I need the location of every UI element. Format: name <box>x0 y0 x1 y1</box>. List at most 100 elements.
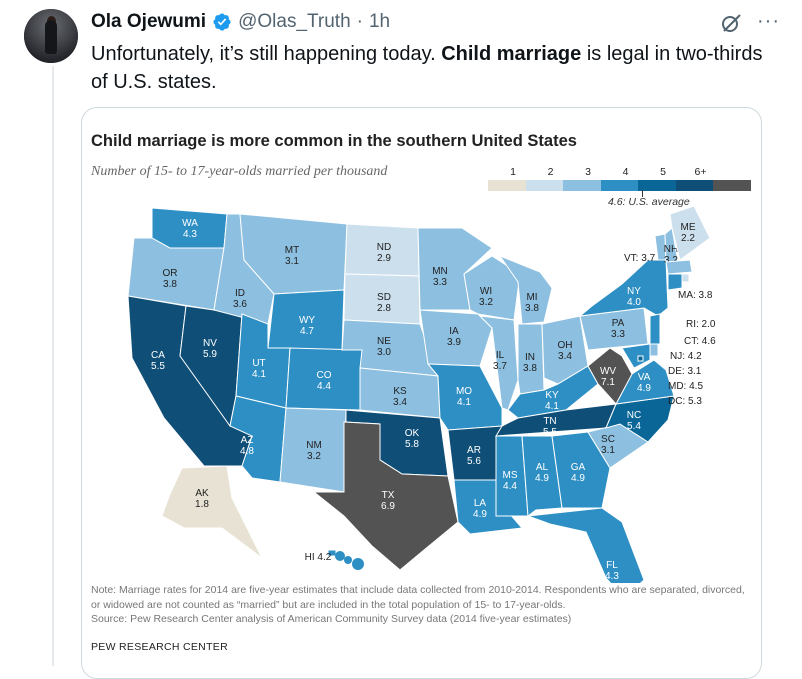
media-card[interactable]: Child marriage is more common in the sou… <box>81 107 762 679</box>
state-label-co: CO <box>317 370 332 381</box>
state-mi <box>498 254 553 325</box>
state-value-ut: 4.1 <box>252 369 266 380</box>
state-label-ar: AR <box>467 445 481 456</box>
state-label-nc: NC <box>627 410 641 421</box>
state-value-nm: 3.2 <box>307 451 321 462</box>
state-value-co: 4.4 <box>317 381 331 392</box>
state-value-oh: 3.4 <box>558 351 572 362</box>
state-tx <box>312 421 459 571</box>
state-label-nd: ND <box>377 242 391 253</box>
state-value-ms: 4.4 <box>503 481 517 492</box>
state-value-nc: 5.4 <box>627 421 641 432</box>
state-label-al: AL <box>536 462 549 473</box>
state-ma <box>665 259 693 275</box>
state-value-id: 3.6 <box>233 299 247 310</box>
state-label-mt: MT <box>285 245 299 256</box>
state-al <box>521 435 563 517</box>
separator-dot: · <box>356 11 363 32</box>
state-hi-island <box>344 556 352 564</box>
chart-subtitle: Number of 15- to 17-year-olds married pe… <box>91 164 388 179</box>
state-nj <box>649 313 661 345</box>
state-callout-ct: CT: 4.6 <box>684 336 716 347</box>
state-ri <box>681 273 690 283</box>
state-callout-dc: DC: 5.3 <box>668 396 702 407</box>
tweet-text: Unfortunately, it’s still happening toda… <box>91 43 763 93</box>
state-callout-vt: VT: 3.7 <box>624 253 656 264</box>
state-callout-hi: HI 4.2 <box>305 552 332 563</box>
state-label-ne: NE <box>377 336 391 347</box>
state-value-ak: 1.8 <box>195 499 209 510</box>
state-value-al: 4.9 <box>535 473 549 484</box>
state-label-oh: OH <box>558 340 573 351</box>
state-value-sc: 3.1 <box>601 445 615 456</box>
state-label-in: IN <box>525 352 535 363</box>
grok-icon[interactable] <box>719 11 743 35</box>
state-label-ms: MS <box>503 470 518 481</box>
state-callout-md: MD: 4.5 <box>668 381 703 392</box>
chart-org: PEW RESEARCH CENTER <box>91 641 228 653</box>
state-label-va: VA <box>638 372 651 383</box>
state-value-fl: 4.3 <box>605 571 619 582</box>
state-label-wy: WY <box>299 315 315 326</box>
state-hi-island <box>335 551 345 561</box>
state-label-ak: AK <box>195 488 209 499</box>
state-label-nm: NM <box>306 440 322 451</box>
legend-swatch <box>675 180 713 191</box>
legend-swatch <box>638 180 676 191</box>
state-label-ia: IA <box>449 326 459 337</box>
state-value-ny: 4.0 <box>627 297 641 308</box>
author-name[interactable]: Ola Ojewumi <box>91 11 207 32</box>
state-label-az: AZ <box>241 435 254 446</box>
post-time[interactable]: 1h <box>368 11 391 32</box>
legend-tick-label: 1 <box>510 166 516 178</box>
state-value-nv: 5.9 <box>203 349 217 360</box>
state-value-mt: 3.1 <box>285 256 299 267</box>
state-ak <box>161 465 263 559</box>
state-value-la: 4.9 <box>473 509 487 520</box>
state-value-il: 3.7 <box>493 361 507 372</box>
state-ct <box>667 273 683 291</box>
state-value-wy: 4.7 <box>300 326 314 337</box>
legend-swatch <box>713 180 751 191</box>
state-value-wa: 4.3 <box>183 229 197 240</box>
legend-tick-label: 5 <box>660 166 666 178</box>
state-value-az: 4.8 <box>240 446 254 457</box>
state-label-tn: TN <box>543 416 556 427</box>
state-hi-island <box>352 558 364 570</box>
state-label-or: OR <box>163 268 178 279</box>
state-label-tx: TX <box>382 490 395 501</box>
state-label-nh: NH <box>664 244 678 255</box>
tweet-text-bold: Child marriage <box>441 43 582 65</box>
state-value-nh: 3.2 <box>664 255 678 266</box>
chart-note: Note: Marriage rates for 2014 are five-y… <box>91 584 745 625</box>
state-value-ok: 5.8 <box>405 439 419 450</box>
state-label-me: ME <box>681 222 696 233</box>
state-value-mo: 4.1 <box>457 397 471 408</box>
legend-swatch <box>488 180 526 191</box>
state-value-nd: 2.9 <box>377 253 391 264</box>
more-icon[interactable]: ··· <box>757 10 780 32</box>
state-label-ut: UT <box>252 358 265 369</box>
state-value-va: 4.9 <box>637 383 651 394</box>
state-label-ok: OK <box>405 428 420 439</box>
state-de <box>649 343 659 357</box>
legend-tick-label: 3 <box>585 166 591 178</box>
state-label-wi: WI <box>480 286 492 297</box>
author-handle[interactable]: @Olas_Truth <box>238 11 351 32</box>
state-value-ne: 3.0 <box>377 347 391 358</box>
state-label-sc: SC <box>601 434 615 445</box>
state-label-ga: GA <box>571 462 586 473</box>
state-value-ks: 3.4 <box>393 397 407 408</box>
state-dc <box>637 355 644 362</box>
state-ny <box>578 259 669 317</box>
state-label-sd: SD <box>377 292 391 303</box>
state-value-me: 2.2 <box>681 233 695 244</box>
state-label-mn: MN <box>432 266 448 277</box>
avatar[interactable] <box>24 9 78 63</box>
state-fl <box>527 507 645 583</box>
state-callout-nj: NJ: 4.2 <box>670 351 702 362</box>
state-ia <box>419 309 493 367</box>
chart-title: Child marriage is more common in the sou… <box>91 132 577 150</box>
state-me <box>669 205 711 261</box>
state-value-ia: 3.9 <box>447 337 461 348</box>
